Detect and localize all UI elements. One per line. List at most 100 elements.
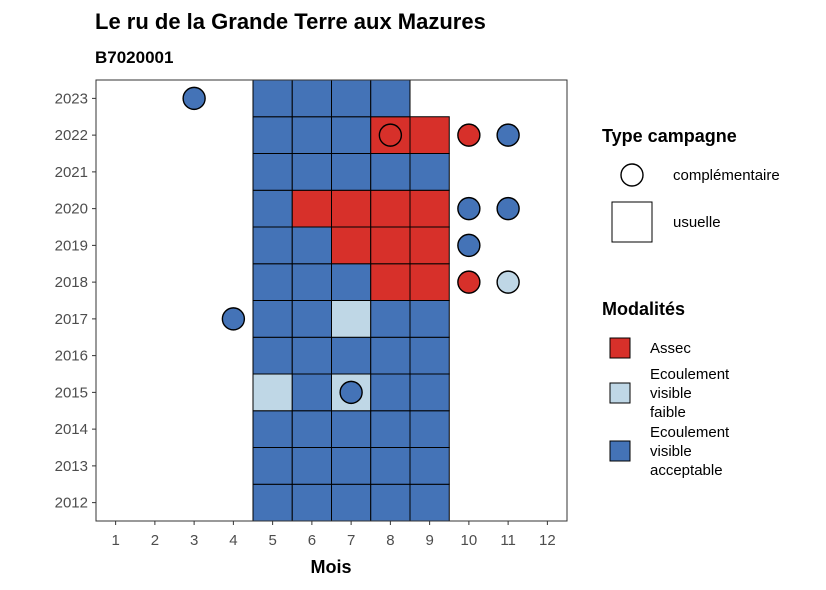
x-tick-label-4: 4	[229, 532, 237, 549]
cell-2014-7	[331, 410, 372, 448]
heatmap-cells	[252, 79, 450, 522]
cell-2019-6	[291, 226, 332, 265]
cell-2012-6	[291, 483, 332, 522]
x-axis: 1 2 3 4 5 6 7 8 9 10 11 12	[111, 521, 556, 549]
point-2017-4	[221, 307, 246, 331]
y-tick-label-2013: 2013	[55, 458, 88, 475]
cell-2021-5	[252, 153, 293, 191]
y-tick-label-2021: 2021	[55, 164, 88, 181]
cell-2013-9	[409, 447, 450, 485]
cell-2016-5	[252, 336, 293, 375]
x-tick-label-8: 8	[386, 532, 394, 549]
y-tick-label-2018: 2018	[55, 274, 88, 291]
cell-2015-5	[252, 373, 293, 412]
x-tick-label-10: 10	[461, 532, 478, 549]
legend-key-ecoulement-visible-acceptable	[609, 440, 631, 462]
y-tick-label-2020: 2020	[55, 201, 88, 218]
legend-key-usuelle	[611, 201, 653, 243]
cell-2020-7	[331, 189, 372, 228]
plot-panel-border	[95, 79, 568, 522]
complementary-points	[182, 86, 520, 405]
x-tick-label-5: 5	[268, 532, 276, 549]
cell-2021-9	[409, 153, 450, 191]
y-tick-label-2022: 2022	[55, 127, 88, 144]
point-2018-11	[496, 270, 520, 294]
y-tick-label-2016: 2016	[55, 348, 88, 365]
cell-2017-5	[252, 300, 293, 338]
cell-2016-6	[291, 336, 332, 375]
cell-2012-5	[252, 483, 293, 522]
cell-2018-9	[409, 263, 450, 301]
legend-label-usuelle: usuelle	[673, 214, 721, 231]
x-tick-label-12: 12	[539, 532, 556, 549]
legend-modalites: Modalités Assec Ecoulement visible faibleEc…	[602, 299, 730, 479]
cell-2020-9	[409, 189, 450, 228]
cell-2020-5	[252, 189, 293, 228]
cell-2020-8	[370, 189, 411, 228]
cell-2017-7	[331, 300, 372, 338]
cell-2022-6	[291, 116, 332, 154]
cell-2013-8	[370, 447, 411, 485]
point-2020-10	[457, 196, 481, 221]
cell-2015-9	[409, 373, 450, 412]
cell-2015-8	[370, 373, 411, 412]
cell-2021-7	[331, 153, 372, 191]
point-2020-11	[496, 196, 520, 221]
legend-type-campagne-title: Type campagne	[602, 126, 737, 146]
y-tick-label-2023: 2023	[55, 90, 88, 107]
cell-2019-9	[409, 226, 450, 265]
cell-2017-9	[409, 300, 450, 338]
cell-2014-6	[291, 410, 332, 448]
chart-title: Le ru de la Grande Terre aux Mazures	[95, 9, 486, 34]
cell-2017-8	[370, 300, 411, 338]
x-tick-label-9: 9	[425, 532, 433, 549]
x-tick-label-3: 3	[190, 532, 198, 549]
y-tick-label-2019: 2019	[55, 237, 88, 254]
cell-2018-6	[291, 263, 332, 301]
cell-2013-5	[252, 447, 293, 485]
legend-key-ecoulement-visible-faible	[609, 382, 631, 404]
cell-2014-8	[370, 410, 411, 448]
cell-2016-9	[409, 336, 450, 375]
cell-2022-5	[252, 116, 293, 154]
cell-2023-7	[331, 79, 372, 118]
cell-2015-6	[291, 373, 332, 412]
cell-2018-5	[252, 263, 293, 301]
cell-2013-6	[291, 447, 332, 485]
point-2018-10	[457, 270, 481, 294]
x-tick-label-6: 6	[308, 532, 316, 549]
legend-modalites-title: Modalités	[602, 299, 685, 319]
cell-2013-7	[331, 447, 372, 485]
cell-2023-5	[252, 79, 293, 118]
y-tick-label-2017: 2017	[55, 311, 88, 328]
x-tick-label-1: 1	[111, 532, 119, 549]
cell-2017-6	[291, 300, 332, 338]
legend-key-assec	[609, 337, 631, 359]
y-tick-label-2014: 2014	[55, 421, 88, 438]
legend-label-ecoulement-visible-faible: Ecoulement visible faible	[650, 366, 730, 421]
cell-2019-7	[331, 226, 372, 265]
legend-type-campagne: Type campagne complémentaire usuelle	[602, 126, 780, 243]
cell-2016-7	[331, 336, 372, 375]
legend-label-assec: Assec	[650, 340, 691, 357]
legend-label-complementaire: complémentaire	[673, 167, 780, 184]
cell-2018-7	[331, 263, 372, 301]
x-tick-label-2: 2	[151, 532, 159, 549]
point-2023-3	[182, 86, 206, 111]
cell-2023-8	[370, 79, 411, 118]
x-tick-label-7: 7	[347, 532, 355, 549]
cell-2021-8	[370, 153, 411, 191]
legend-label-ecoulement-visible-acceptable: Ecoulement visible acceptable	[650, 424, 730, 479]
cell-2022-9	[409, 116, 450, 154]
cell-2021-6	[291, 153, 332, 191]
point-2022-10	[457, 123, 481, 147]
cell-2014-5	[252, 410, 293, 448]
y-tick-label-2015: 2015	[55, 384, 88, 401]
cell-2012-7	[331, 483, 372, 522]
cell-2016-8	[370, 336, 411, 375]
cell-2014-9	[409, 410, 450, 448]
y-tick-label-2012: 2012	[55, 495, 88, 512]
cell-2020-6	[291, 189, 332, 228]
cell-2023-6	[291, 79, 332, 118]
